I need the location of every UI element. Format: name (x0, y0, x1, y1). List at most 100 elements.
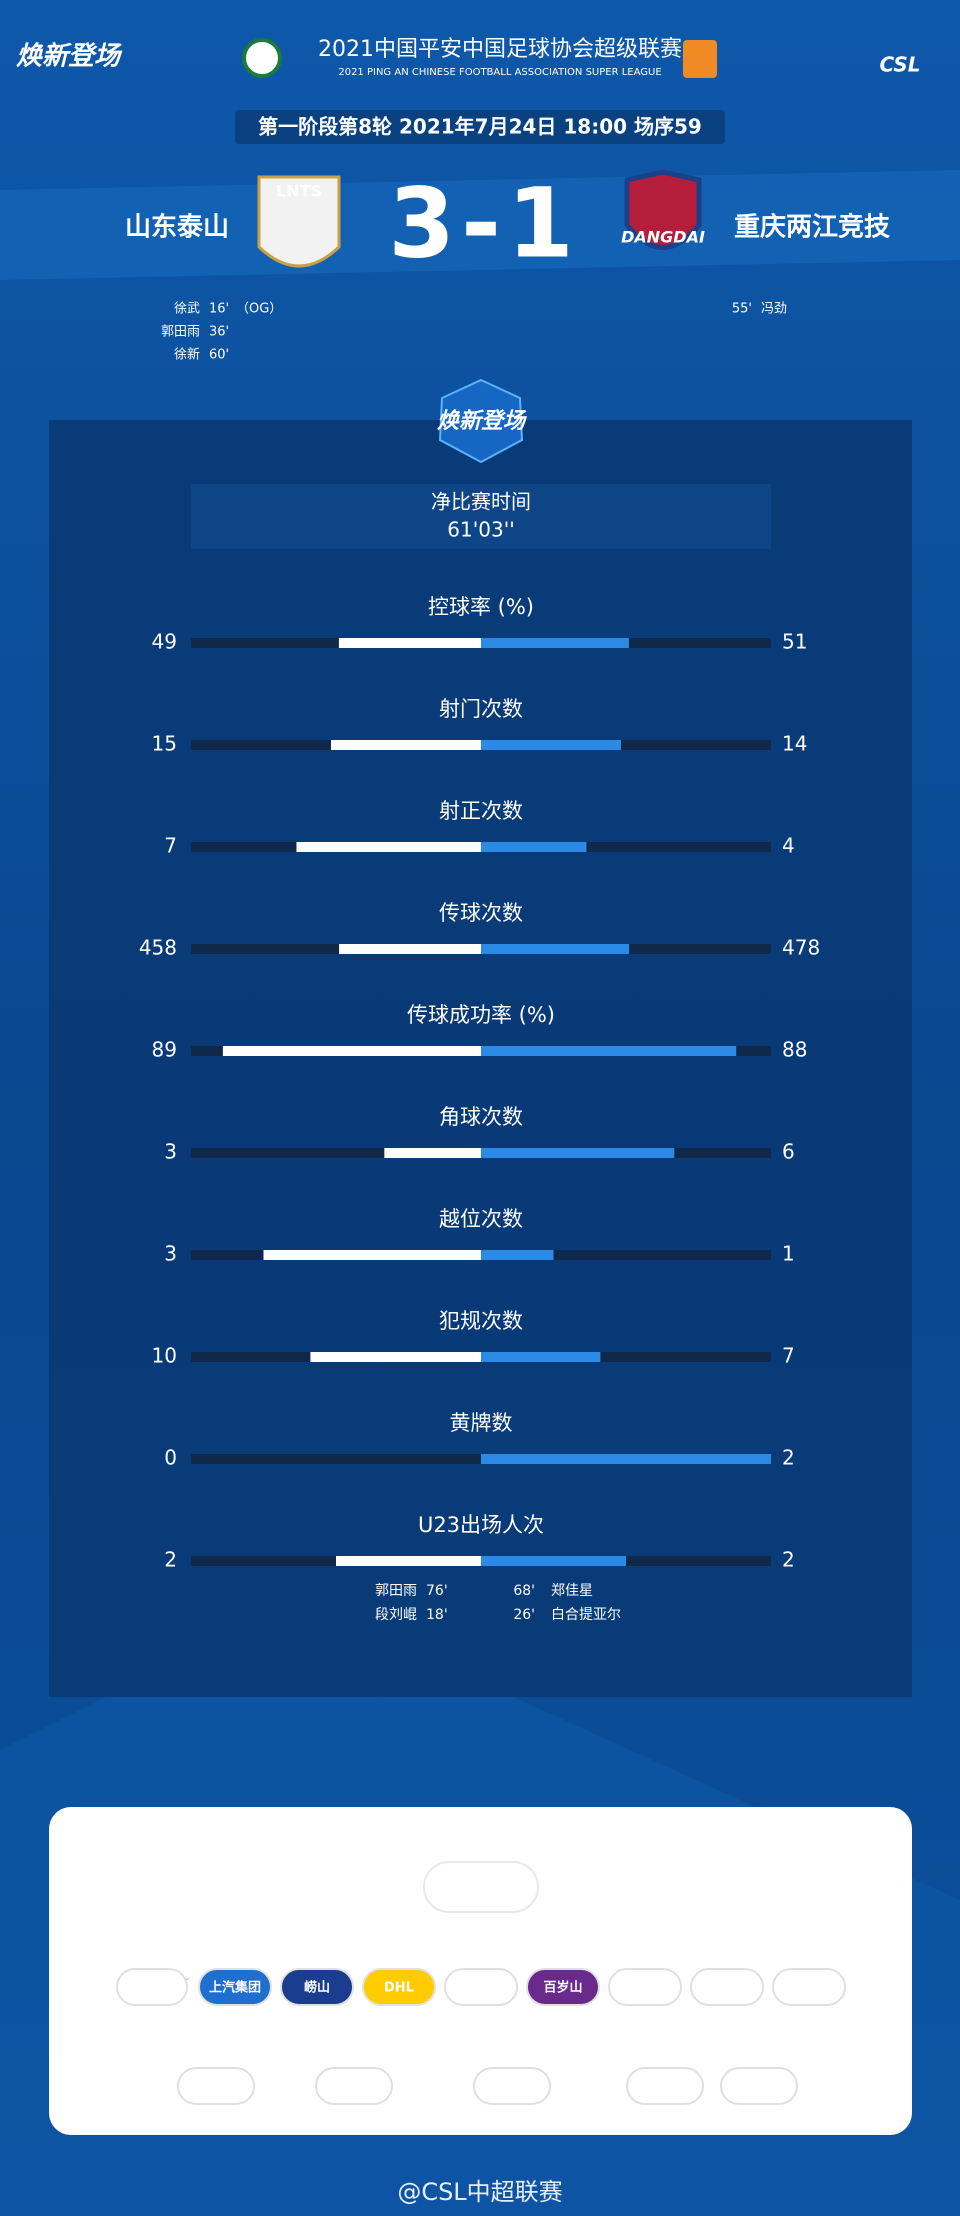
partner-pill (362, 1968, 436, 2006)
stat-label: 射门次数 (439, 697, 523, 721)
match-info: 第一阶段第8轮 2021年7月24日 18:00 场序59 (258, 115, 702, 139)
scorer-minute: 55' (732, 302, 752, 317)
title-sponsor-tagline: 金融 · 科技 (461, 1896, 501, 1906)
media-logo: KONAMI (732, 2080, 787, 2094)
score-separator: - (461, 167, 501, 279)
u23-minute: 76' (426, 1583, 448, 1599)
media-pill (177, 2067, 255, 2105)
scorer-name: 徐新 (174, 347, 200, 363)
scorer-note: （OG） (236, 302, 282, 317)
title-sponsor-name: 中国平安 (445, 1870, 517, 1892)
partner-logo: 贝壳 (632, 1980, 658, 1996)
scorer-minute: 16' (209, 302, 229, 317)
away-bar (481, 740, 621, 750)
away-bar (481, 1556, 626, 1566)
stat-label: 角球次数 (439, 1105, 523, 1129)
media-pill (626, 2067, 704, 2105)
stat-label: 犯规次数 (439, 1309, 523, 1333)
home-name: 山东泰山 (125, 212, 229, 243)
partner-logo: 百岁山 (543, 1980, 582, 1996)
away-badge-shape (624, 169, 702, 250)
home-bar (296, 842, 481, 852)
home-value: 0 (164, 1446, 177, 1470)
sponsor-label: 官方冠名商 (454, 1837, 509, 1851)
home-value: 49 (152, 630, 177, 654)
scorer-minute: 36' (209, 325, 229, 340)
media-pill (473, 2067, 551, 2105)
away-value: 7 (782, 1344, 795, 1368)
media-logo: 腾讯体育 (329, 2079, 378, 2094)
media-label: 官方图片合作机构 (472, 2036, 552, 2049)
away-bar (481, 944, 630, 954)
partner-pill (772, 1968, 846, 2006)
home-bar (338, 638, 481, 648)
panel-badge: 焕新登场 (437, 408, 528, 434)
scorer-name: 冯劲 (761, 302, 787, 317)
away-bar (481, 842, 587, 852)
scorer-name: 徐武 (174, 302, 200, 317)
stat-label: 传球成功率 (%) (407, 1003, 555, 1027)
away-value: 4 (782, 834, 795, 858)
home-value: 2 (164, 1548, 177, 1572)
band (0, 170, 960, 280)
league-emblem (242, 38, 282, 78)
scorer-name: 郭田雨 (161, 324, 200, 340)
home-bar (310, 1352, 481, 1362)
match-info-bar (235, 110, 725, 144)
partner-logo: Absen (786, 1981, 831, 1996)
home-value: 15 (152, 732, 177, 756)
stat-label: 射正次数 (439, 799, 523, 823)
away-value: 51 (782, 630, 807, 654)
u23-minute: 68' (513, 1583, 535, 1599)
home-value: 10 (152, 1344, 177, 1368)
home-bar (336, 1556, 481, 1566)
sponsor-label: 官方合作伙伴 (448, 1936, 514, 1950)
stat-label: 黄牌数 (450, 1411, 513, 1435)
partner-logo: 蒙牛 (468, 1980, 494, 1996)
home-bar (331, 740, 481, 750)
away-name: 重庆两江竞技 (734, 212, 890, 243)
u23-name: 郭田雨 (375, 1582, 417, 1599)
partner-pill (280, 1968, 354, 2006)
stat-label: 越位次数 (439, 1207, 523, 1231)
away-bar (481, 1046, 737, 1056)
partner-logo: 崂山 (304, 1980, 330, 1996)
away-value: 14 (782, 732, 807, 756)
away-value: 1 (782, 1242, 795, 1266)
partner-pill (690, 1968, 764, 2006)
partner-pill (116, 1968, 188, 2006)
net-time-label: 净比赛时间 (431, 490, 531, 514)
home-value: 7 (164, 834, 177, 858)
media-logo: 央视体育 (192, 2079, 240, 2094)
brand-logo: 焕新登场 (16, 42, 123, 72)
home-value: 89 (152, 1038, 177, 1062)
home-bar (384, 1148, 481, 1158)
media-label: 官方新媒体合作伙伴 (309, 2036, 399, 2049)
sponsor-label-en: OFFICIAL PARTNERS (451, 1953, 511, 1960)
net-time-box (191, 484, 771, 549)
away-value: 478 (782, 936, 820, 960)
partner-logo: 景田 (714, 1981, 740, 1996)
stat-label: U23出场人次 (418, 1513, 544, 1537)
partner-logo: 上汽集团 (209, 1980, 261, 1996)
home-score: 3 (388, 167, 455, 279)
stat-label: 控球率 (%) (428, 595, 534, 619)
home-bar (263, 1250, 481, 1260)
scorer-minute: 60' (209, 348, 229, 363)
title-sponsor-pill (423, 1861, 539, 1913)
home-value: 458 (139, 936, 177, 960)
away-bar (481, 1454, 771, 1464)
away-value: 88 (782, 1038, 807, 1062)
u23-name: 段刘崐 (375, 1607, 417, 1623)
home-bar (222, 1046, 481, 1056)
media-label: 官方游戏合作伙伴 (672, 2036, 752, 2049)
watermark: @CSL中超联赛 (397, 2178, 562, 2206)
u23-minute: 18' (426, 1607, 448, 1623)
home-value: 3 (164, 1140, 177, 1164)
away-value: 6 (782, 1140, 795, 1164)
u23-minute: 26' (513, 1607, 535, 1623)
home-badge: LNTS (276, 182, 322, 201)
net-time-value: 61'03'' (447, 518, 514, 542)
home-bar (339, 944, 481, 954)
